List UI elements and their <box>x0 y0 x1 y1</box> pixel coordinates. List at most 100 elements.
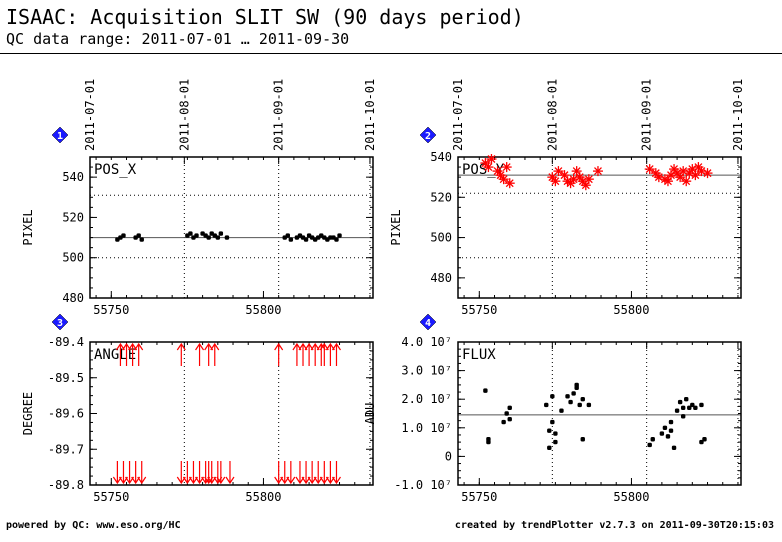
star-stroke <box>584 175 593 184</box>
data-point <box>681 176 692 187</box>
arrow-head <box>188 476 198 485</box>
arrow-down-point <box>295 461 305 485</box>
data-point <box>580 397 585 402</box>
data-point <box>501 419 506 425</box>
data-point <box>586 402 592 408</box>
data-point <box>669 164 680 175</box>
data-point <box>644 164 655 175</box>
y-tick-label: 480 <box>62 291 84 305</box>
data-point <box>577 402 582 408</box>
star-stroke <box>679 167 688 176</box>
data-point <box>550 419 555 425</box>
data-point <box>504 178 515 189</box>
data-point <box>507 405 512 410</box>
arrow-down-point <box>274 461 284 485</box>
arrow-head <box>137 476 147 485</box>
arrow-up-point <box>128 342 138 366</box>
arrow-up-point <box>115 342 125 366</box>
data-point <box>674 408 680 413</box>
x-tick-label: 55750 <box>461 490 497 504</box>
arrow-up-point <box>292 342 302 366</box>
x-tick-label: 55750 <box>93 490 129 504</box>
star-stroke <box>502 163 511 172</box>
data-point <box>547 445 552 451</box>
x-tick-label: 55750 <box>93 303 129 317</box>
data-point <box>495 170 506 181</box>
panel-badge-number: 2 <box>425 131 431 142</box>
date-tick-label: 2011-07-01 <box>83 79 97 151</box>
data-points <box>483 382 707 451</box>
arrow-head <box>313 476 323 485</box>
arrow-down-point <box>188 461 198 485</box>
star-stroke <box>594 167 602 176</box>
data-point <box>507 417 512 422</box>
arrow-down-point <box>195 461 205 485</box>
panel-badge-icon <box>51 126 69 144</box>
arrow-head <box>325 342 335 351</box>
data-point <box>568 399 573 405</box>
arrow-head <box>319 342 329 351</box>
arrow-down-point <box>313 461 323 485</box>
data-point <box>547 428 552 433</box>
star-stroke <box>645 165 654 174</box>
date-tick-label: 2011-10-01 <box>363 79 377 151</box>
arrow-head <box>292 342 302 351</box>
data-point <box>574 385 579 390</box>
arrow-head <box>304 342 314 351</box>
y-tick-label: 0 <box>445 449 452 463</box>
panel-badge-icon <box>419 313 437 331</box>
data-point <box>550 394 555 399</box>
date-tick-label: 2011-09-01 <box>272 79 286 151</box>
star-stroke <box>554 167 563 176</box>
star-stroke <box>572 167 581 176</box>
arrow-up-point <box>122 342 132 366</box>
arrow-down-point <box>182 461 192 485</box>
arrow-head <box>274 476 284 485</box>
panel-badge-number: 1 <box>57 131 63 142</box>
y-axis-label: PIXEL <box>389 209 403 245</box>
y-tick-label: -1.0 10⁷ <box>394 478 452 492</box>
data-point <box>337 233 342 238</box>
data-points <box>112 342 341 485</box>
data-point <box>224 235 230 240</box>
arrow-head <box>216 476 226 485</box>
y-axis-label: ADU <box>363 403 377 425</box>
y-axis-label: PIXEL <box>21 209 35 245</box>
data-point <box>592 166 603 177</box>
y-tick-label: 4.0 10⁷ <box>401 335 452 349</box>
data-point <box>334 237 339 242</box>
date-tick-label: 2011-10-01 <box>731 79 745 151</box>
data-point <box>684 397 689 402</box>
arrow-head <box>182 476 192 485</box>
arrow-down-point <box>225 461 235 485</box>
arrow-up-point <box>310 342 320 366</box>
y-tick-label: 2.0 10⁷ <box>401 392 452 406</box>
data-point <box>501 162 512 173</box>
star-stroke <box>694 163 703 172</box>
data-point <box>486 154 497 165</box>
x-tick-label: 55800 <box>245 490 281 504</box>
star-stroke <box>499 175 508 184</box>
star-stroke <box>685 169 694 178</box>
y-axis-label: DEGREE <box>21 392 35 435</box>
panel-title: POS_X <box>94 162 137 178</box>
arrow-head <box>118 476 128 485</box>
star-stroke <box>487 155 496 163</box>
arrow-head <box>310 342 320 351</box>
data-point <box>699 439 704 445</box>
data-point <box>662 425 668 430</box>
arrow-down-point <box>112 461 122 485</box>
data-point <box>188 231 193 236</box>
data-point <box>574 172 585 183</box>
data-point <box>687 405 692 410</box>
arrow-down-point <box>280 461 290 485</box>
data-point <box>139 237 144 242</box>
plot-panel-1: 480 500 520 540 55750 55800 2011-07-01 2011-08-… <box>21 79 377 317</box>
data-point <box>647 442 652 448</box>
data-point <box>559 408 564 413</box>
data-point <box>668 428 674 433</box>
footer-generator: created by trendPlotter v2.7.3 on 2011-0… <box>454 520 774 531</box>
star-stroke <box>581 181 590 190</box>
y-tick-label: 500 <box>62 251 84 265</box>
